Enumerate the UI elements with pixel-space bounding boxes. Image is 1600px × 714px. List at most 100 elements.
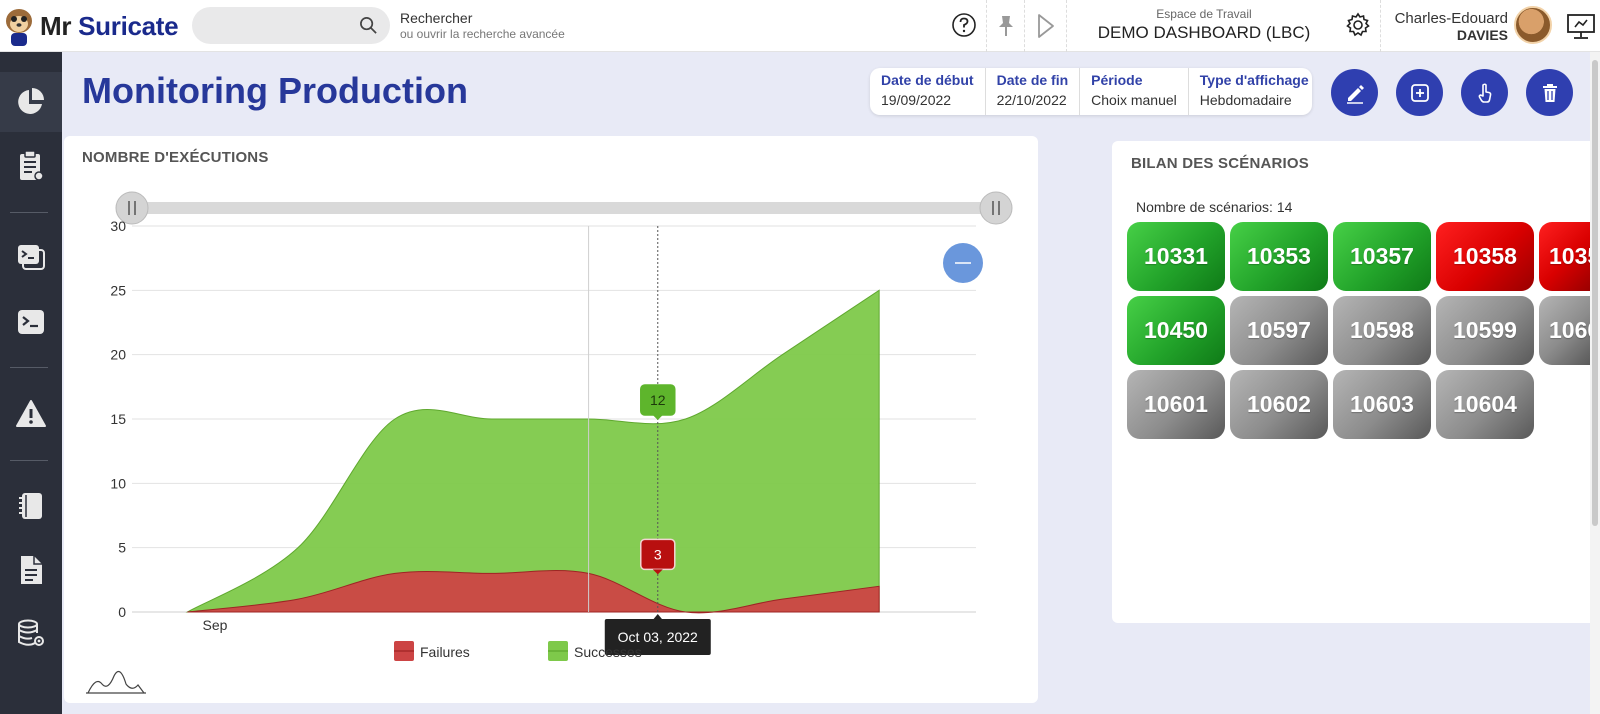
scenario-tile-10331[interactable]: 10331 [1127,222,1225,291]
filter-end-date[interactable]: Date de fin 22/10/2022 [986,68,1081,115]
range-slider-left-handle[interactable] [115,191,149,225]
multi-terminal-icon [18,245,45,270]
zoom-out-button[interactable] [943,243,983,283]
search-input[interactable] [192,7,390,44]
edit-button[interactable] [1331,69,1378,116]
svg-text:Oct 03, 2022: Oct 03, 2022 [618,629,698,645]
sidebar-item-dashboard[interactable] [0,72,62,132]
scenario-tile-10353[interactable]: 10353 [1230,222,1328,291]
chart-tooltips: 12 3 Oct 03, 2022 [588,226,711,655]
search-hint[interactable]: Rechercher ou ouvrir la recherche avancé… [400,10,565,41]
terminal-icon [18,310,44,334]
workspace-selector[interactable]: Espace de Travail DEMO DASHBOARD (LBC) [1080,7,1328,43]
y-tick-label: 0 [118,604,126,620]
x-tick-label: Sep [203,617,228,633]
filter-value: 19/09/2022 [881,92,952,108]
scenario-tile-10601[interactable]: 10601 [1127,370,1225,439]
delete-button[interactable] [1526,69,1573,116]
add-widget-button[interactable] [1396,69,1443,116]
workspace-label: Espace de Travail [1156,7,1252,21]
page-title: Monitoring Production [82,70,468,111]
warning-icon [16,400,46,427]
presentation-icon[interactable] [1566,12,1596,45]
scrollbar-thumb[interactable] [1592,60,1598,526]
pie-chart-icon [18,88,44,114]
scenarios-card-title: BILAN DES SCÉNARIOS [1131,155,1309,172]
chart-type-icon[interactable] [87,670,145,694]
range-slider-track[interactable] [132,202,997,214]
header-divider [1066,0,1067,52]
user-first-name: Charles-Edouard [1394,10,1508,27]
help-icon[interactable] [951,12,977,43]
document-icon [21,556,42,584]
trash-icon [1542,83,1557,102]
search-hint-subtitle: ou ouvrir la recherche avancée [400,27,565,41]
avatar[interactable] [1514,6,1552,44]
database-gear-icon [18,619,44,646]
tooltip-date-label: Oct 03, 2022 [604,614,711,655]
chart-legend[interactable]: Failures Successes [394,641,642,661]
header-divider [1380,0,1381,52]
scenario-tile-10600[interactable]: 10600 [1539,296,1590,365]
sidebar-item-data-settings[interactable] [0,604,62,664]
executions-card-title: NOMBRE D'EXÉCUTIONS [82,149,269,166]
legend-item-failures[interactable]: Failures [394,641,470,661]
filter-value: 22/10/2022 [996,92,1067,108]
workspace-name: DEMO DASHBOARD (LBC) [1097,23,1311,42]
scenario-tile-10602[interactable]: 10602 [1230,370,1328,439]
y-tick-label: 10 [110,475,126,491]
sidebar-item-terminal[interactable] [0,292,62,352]
pin-icon[interactable] [995,14,1017,43]
search-hint-title: Rechercher [400,10,473,26]
logo-text: Mr Suricate [40,11,179,42]
clipboard-icon [20,150,44,181]
notebook-icon [19,493,42,519]
scenario-tile-10598[interactable]: 10598 [1333,296,1431,365]
sidebar-item-alerts[interactable] [0,384,62,444]
y-tick-label: 5 [118,540,126,556]
scenario-tile-10603[interactable]: 10603 [1333,370,1431,439]
user-last-name: DAVIES [1456,27,1508,43]
sidebar-item-logbook[interactable] [0,476,62,536]
date-filter-bar[interactable]: Date de début 19/09/2022 Date de fin 22/… [870,68,1312,115]
scenario-tile-10604[interactable]: 10604 [1436,370,1534,439]
gear-icon[interactable] [1345,12,1371,43]
y-tick-label: 15 [110,411,126,427]
filter-label: Date de début [881,72,974,88]
scenario-tile-10358[interactable]: 10358 [1436,222,1534,291]
play-icon[interactable] [1036,13,1056,44]
sidebar-item-reports[interactable] [0,136,62,196]
sidebar-divider [10,367,48,368]
scenario-tile-10597[interactable]: 10597 [1230,296,1328,365]
interaction-button[interactable] [1461,69,1508,116]
filter-label: Période [1091,72,1143,88]
sidebar [0,52,62,714]
legend-label: Successes [574,644,642,660]
hand-pointer-icon [1478,82,1491,103]
legend-item-successes[interactable]: Successes [548,641,642,661]
scenario-tile-10599[interactable]: 10599 [1436,296,1534,365]
filter-period[interactable]: Période Choix manuel [1080,68,1189,115]
page-scrollbar[interactable] [1590,52,1600,714]
svg-text:3: 3 [654,546,662,562]
filter-start-date[interactable]: Date de début 19/09/2022 [870,68,986,115]
user-name[interactable]: Charles-Edouard DAVIES [1395,10,1508,43]
area-series-failures[interactable] [187,570,880,614]
sidebar-item-scenarios[interactable] [0,228,62,288]
scenario-tile-10450[interactable]: 10450 [1127,296,1225,365]
filter-label: Date de fin [996,72,1069,88]
header-divider [1024,0,1025,52]
filter-value: Hebdomadaire [1199,92,1292,108]
area-series-successes[interactable] [185,289,880,613]
sidebar-item-documents[interactable] [0,540,62,600]
app-logo[interactable]: Mr Suricate [0,4,179,48]
search-icon[interactable] [359,16,378,40]
filter-display-type[interactable]: Type d'affichage Hebdomadaire [1189,68,1320,115]
range-slider-right-handle[interactable] [979,191,1013,225]
scenario-tile-10357[interactable]: 10357 [1333,222,1431,291]
scenario-count: Nombre de scénarios: 14 [1136,199,1293,215]
top-bar: Mr Suricate Rechercher ou ouvrir la rech… [0,0,1600,52]
pencil-icon [1346,84,1364,104]
scenario-tile-10359[interactable]: 10359 [1539,222,1590,291]
